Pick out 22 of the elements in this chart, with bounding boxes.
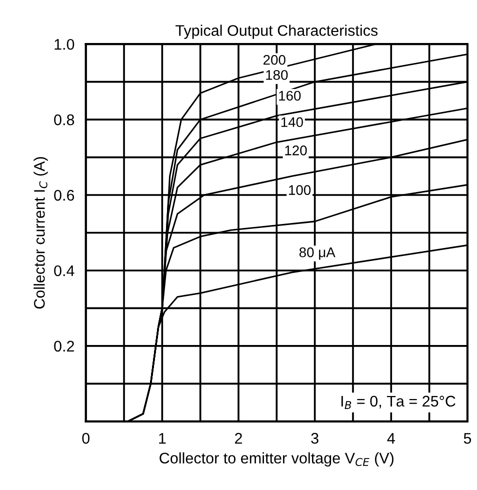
x-tick-label: 0 — [82, 432, 90, 444]
annotation: 100 — [289, 185, 311, 195]
annotation: 80 μA — [299, 247, 336, 260]
annotation: 200 — [263, 54, 286, 65]
x-tick-label: 3 — [311, 432, 318, 444]
annotation: 160 — [279, 90, 301, 101]
annotation: I$_{B}$ = 0, Ta = 25°C — [341, 396, 456, 409]
chart-title: Typical Output Characteristics — [176, 24, 378, 39]
annotation: 120 — [285, 146, 307, 156]
x-tick-label: 1 — [159, 433, 166, 444]
y-tick-label: 1.0 — [54, 38, 74, 50]
y-tick-label: 0.8 — [54, 114, 74, 126]
x-tick-label: 2 — [235, 432, 242, 444]
x-tick-label: 4 — [387, 433, 395, 444]
x-axis-title: Collector to emitter voltage V$_{CE}$ (V) — [160, 452, 394, 467]
y-tick-label: 0.2 — [54, 340, 74, 352]
annotation: 180 — [266, 70, 288, 80]
y-axis-title: Collector current I$_{C}$ (A) — [34, 157, 48, 309]
x-tick-label: 5 — [464, 433, 472, 444]
y-tick-label: 0.6 — [54, 190, 74, 201]
annotation: 140 — [281, 117, 303, 128]
y-tick-label: 0.4 — [54, 265, 74, 276]
